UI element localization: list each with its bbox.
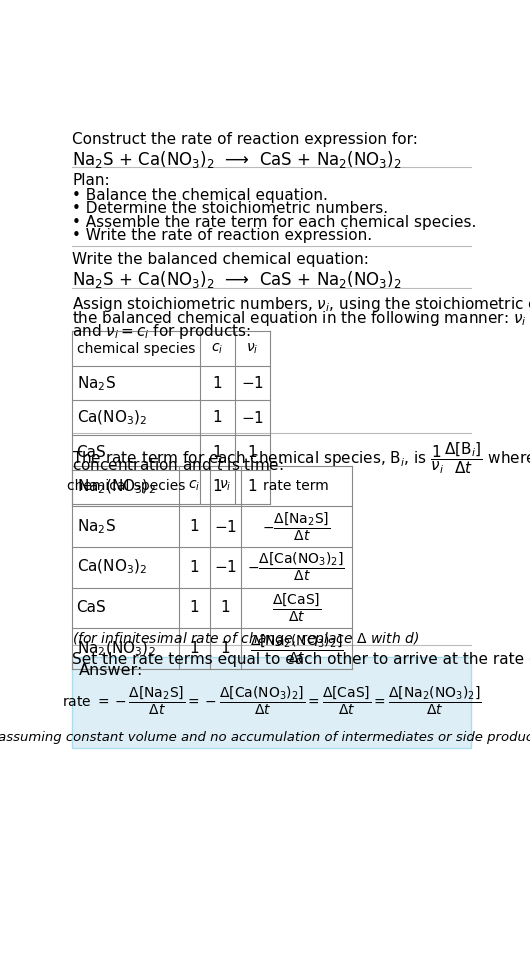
Text: (assuming constant volume and no accumulation of intermediates or side products): (assuming constant volume and no accumul… — [0, 731, 530, 744]
Text: 1: 1 — [190, 600, 199, 615]
Text: rate $= -\dfrac{\Delta[\mathrm{Na_2S}]}{\Delta t} = -\dfrac{\Delta[\mathrm{Ca(NO: rate $= -\dfrac{\Delta[\mathrm{Na_2S}]}{… — [62, 684, 481, 716]
Text: 1: 1 — [248, 479, 257, 495]
Text: CaS: CaS — [76, 445, 107, 460]
Text: Ca(NO$_3$)$_2$: Ca(NO$_3$)$_2$ — [76, 409, 147, 427]
Text: Set the rate terms equal to each other to arrive at the rate expression:: Set the rate terms equal to each other t… — [73, 652, 530, 668]
Text: Ca(NO$_3$)$_2$: Ca(NO$_3$)$_2$ — [76, 558, 147, 577]
Text: $-$1: $-$1 — [214, 518, 237, 535]
Text: • Balance the chemical equation.: • Balance the chemical equation. — [73, 187, 328, 203]
Text: $-$1: $-$1 — [241, 375, 263, 391]
Text: • Determine the stoichiometric numbers.: • Determine the stoichiometric numbers. — [73, 201, 388, 217]
Text: $-\dfrac{\Delta[\mathrm{Ca(NO_3)_2}]}{\Delta t}$: $-\dfrac{\Delta[\mathrm{Ca(NO_3)_2}]}{\D… — [248, 551, 345, 584]
Text: CaS: CaS — [76, 600, 107, 615]
Text: Plan:: Plan: — [73, 174, 110, 188]
Text: 1: 1 — [190, 641, 199, 656]
Text: the balanced chemical equation in the following manner: $\nu_i = -c_i$ for react: the balanced chemical equation in the fo… — [73, 308, 530, 328]
Text: and $\nu_i = c_i$ for products:: and $\nu_i = c_i$ for products: — [73, 322, 251, 342]
Text: Construct the rate of reaction expression for:: Construct the rate of reaction expressio… — [73, 132, 418, 147]
Text: $c_i$: $c_i$ — [211, 342, 223, 356]
Text: $-$1: $-$1 — [214, 559, 237, 575]
Text: The rate term for each chemical species, B$_i$, is $\dfrac{1}{\nu_i}\dfrac{\Delt: The rate term for each chemical species,… — [73, 440, 530, 476]
Text: rate term: rate term — [263, 479, 329, 493]
Text: Na$_2$S + Ca(NO$_3$)$_2$  ⟶  CaS + Na$_2$(NO$_3$)$_2$: Na$_2$S + Ca(NO$_3$)$_2$ ⟶ CaS + Na$_2$(… — [73, 148, 402, 170]
Text: concentration and $t$ is time:: concentration and $t$ is time: — [73, 457, 284, 472]
Text: Answer:: Answer: — [78, 663, 143, 677]
Text: Write the balanced chemical equation:: Write the balanced chemical equation: — [73, 253, 369, 267]
Text: Na$_2$S + Ca(NO$_3$)$_2$  ⟶  CaS + Na$_2$(NO$_3$)$_2$: Na$_2$S + Ca(NO$_3$)$_2$ ⟶ CaS + Na$_2$(… — [73, 269, 402, 290]
Text: $-$1: $-$1 — [241, 410, 263, 426]
Text: $\nu_i$: $\nu_i$ — [219, 479, 232, 493]
Text: Assign stoichiometric numbers, $\nu_i$, using the stoichiometric coefficients, $: Assign stoichiometric numbers, $\nu_i$, … — [73, 295, 530, 314]
Text: Na$_2$(NO$_3$)$_2$: Na$_2$(NO$_3$)$_2$ — [76, 477, 155, 496]
Text: 1: 1 — [213, 479, 222, 495]
Text: (for infinitesimal rate of change, replace $\Delta$ with $d$): (for infinitesimal rate of change, repla… — [73, 630, 419, 648]
Text: $c_i$: $c_i$ — [189, 479, 201, 493]
Text: Na$_2$S: Na$_2$S — [76, 374, 116, 392]
Text: 1: 1 — [213, 445, 222, 460]
Text: 1: 1 — [190, 519, 199, 534]
FancyBboxPatch shape — [73, 657, 471, 749]
Text: $\nu_i$: $\nu_i$ — [246, 342, 258, 356]
Text: 1: 1 — [220, 600, 230, 615]
Text: chemical species: chemical species — [77, 342, 195, 355]
Text: 1: 1 — [213, 410, 222, 426]
Text: Na$_2$(NO$_3$)$_2$: Na$_2$(NO$_3$)$_2$ — [76, 639, 155, 658]
Text: Na$_2$S: Na$_2$S — [76, 517, 116, 536]
Text: chemical species: chemical species — [67, 479, 185, 493]
Text: $-\dfrac{\Delta[\mathrm{Na_2S}]}{\Delta t}$: $-\dfrac{\Delta[\mathrm{Na_2S}]}{\Delta … — [262, 510, 330, 543]
Text: • Write the rate of reaction expression.: • Write the rate of reaction expression. — [73, 228, 373, 243]
Text: 1: 1 — [248, 445, 257, 460]
Text: • Assemble the rate term for each chemical species.: • Assemble the rate term for each chemic… — [73, 215, 477, 229]
Text: $\dfrac{\Delta[\mathrm{CaS}]}{\Delta t}$: $\dfrac{\Delta[\mathrm{CaS}]}{\Delta t}$ — [271, 591, 321, 624]
Text: 1: 1 — [220, 641, 230, 656]
Text: $\dfrac{\Delta[\mathrm{Na_2(NO_3)_2}]}{\Delta t}$: $\dfrac{\Delta[\mathrm{Na_2(NO_3)_2}]}{\… — [250, 632, 343, 665]
Text: 1: 1 — [213, 376, 222, 390]
Text: 1: 1 — [190, 560, 199, 575]
